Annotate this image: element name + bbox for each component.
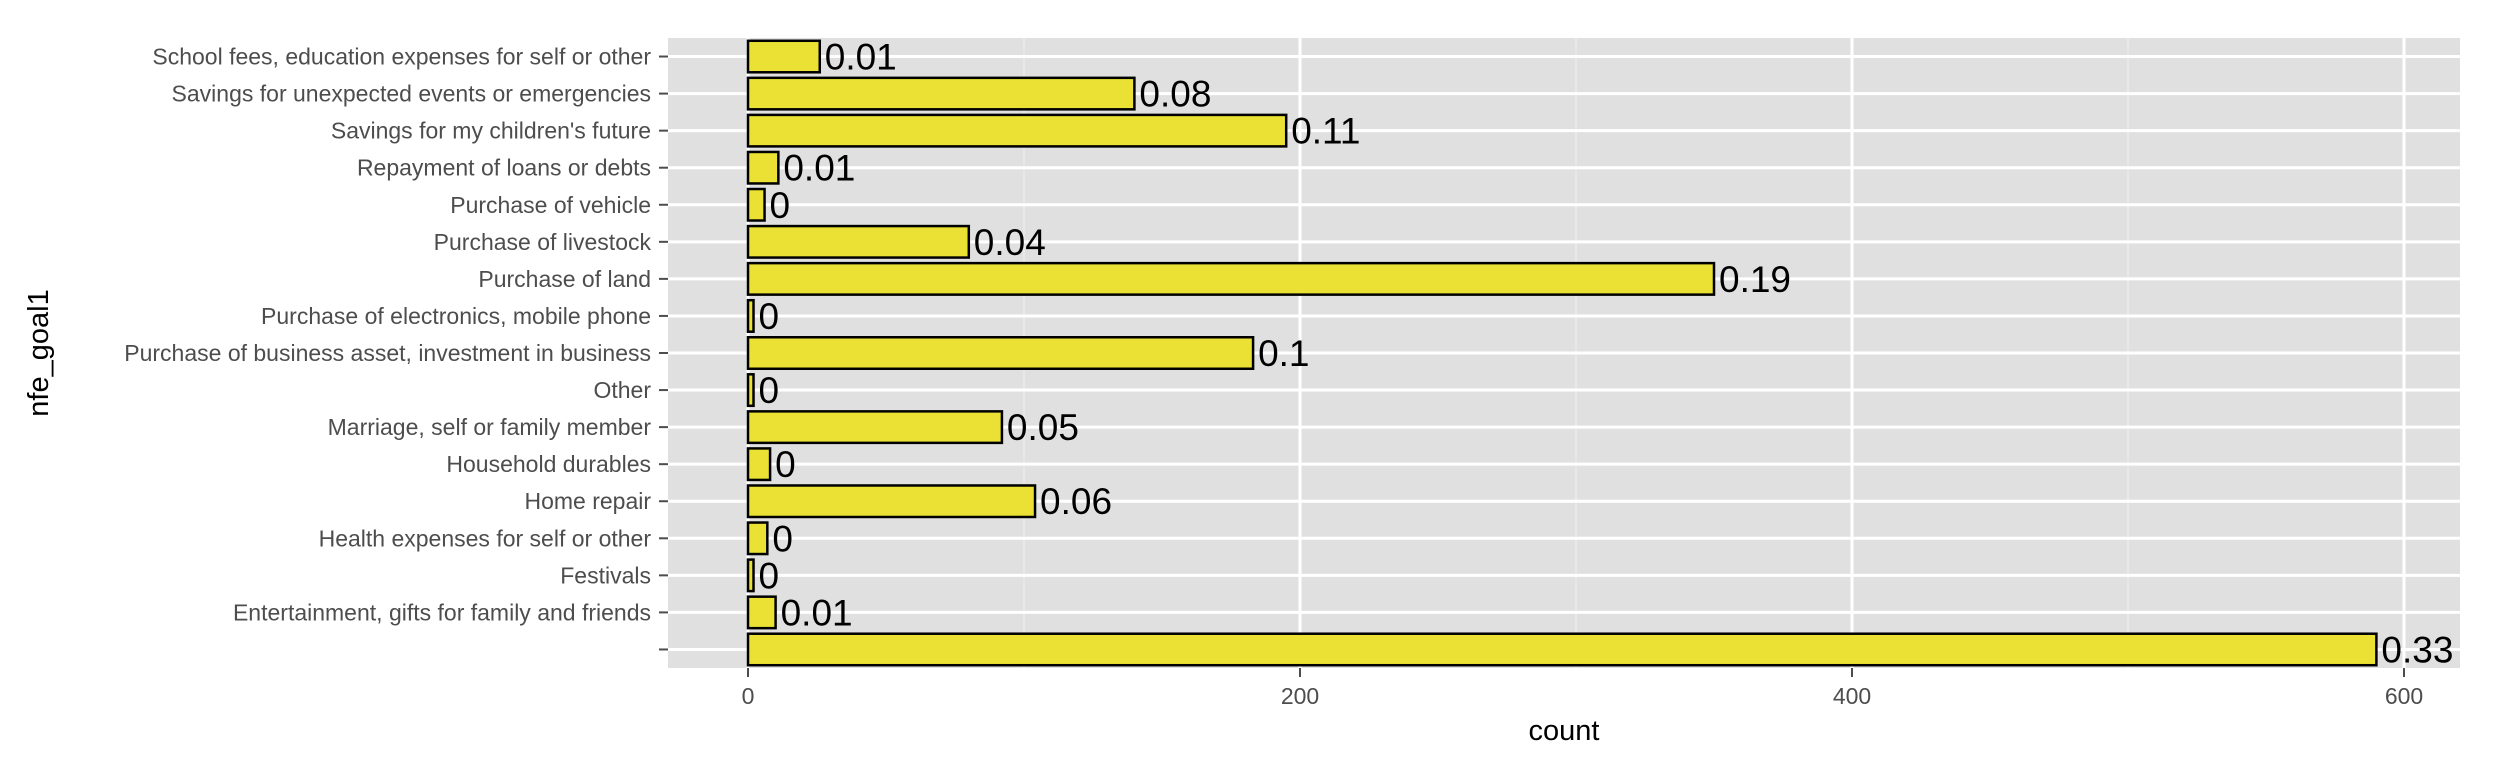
bar-value-label: 0.19 bbox=[1719, 259, 1791, 300]
bar bbox=[746, 113, 1288, 148]
y-tick-label: Other bbox=[593, 377, 651, 403]
bar-value-label: 0.01 bbox=[825, 37, 897, 78]
bar bbox=[746, 39, 822, 74]
bar-value-label: 0 bbox=[772, 518, 793, 559]
bar-value-label: 0.08 bbox=[1139, 74, 1211, 115]
x-axis: 0 200 400 600 bbox=[742, 668, 2423, 709]
bar-value-label: 0.1 bbox=[1258, 333, 1309, 374]
y-tick-label: Purchase of livestock bbox=[434, 229, 652, 255]
x-tick-label: 400 bbox=[1833, 683, 1871, 709]
y-tick-label: Repayment of loans or debts bbox=[357, 155, 651, 181]
y-tick-label: Health expenses for self or other bbox=[319, 525, 652, 551]
y-tick-label: Home repair bbox=[524, 488, 651, 514]
bars bbox=[746, 39, 2378, 667]
bar bbox=[746, 632, 2378, 667]
y-axis: School fees, education expenses for self… bbox=[124, 44, 668, 651]
y-tick-label: Purchase of land bbox=[478, 266, 651, 292]
bar bbox=[746, 484, 1037, 519]
y-tick-label: School fees, education expenses for self… bbox=[152, 44, 651, 70]
x-tick-label: 200 bbox=[1281, 683, 1319, 709]
bar bbox=[746, 187, 766, 222]
y-tick-label: Savings for unexpected events or emergen… bbox=[172, 81, 651, 107]
bar-value-label: 0.11 bbox=[1291, 111, 1360, 152]
bar-value-label: 0 bbox=[759, 555, 780, 596]
bar-value-label: 0 bbox=[759, 296, 780, 337]
y-axis-title: nfe_goal1 bbox=[23, 289, 55, 416]
bar bbox=[746, 224, 971, 259]
y-tick-label: Festivals bbox=[560, 562, 651, 588]
y-tick-label: Marriage, self or family member bbox=[328, 414, 652, 440]
bar bbox=[746, 150, 780, 185]
x-axis-title: count bbox=[1529, 715, 1600, 747]
bar-value-label: 0 bbox=[775, 444, 796, 485]
bar-value-label: 0.01 bbox=[783, 148, 855, 189]
x-tick-label: 600 bbox=[2385, 683, 2423, 709]
bar bbox=[746, 558, 755, 593]
bar-value-label: 0 bbox=[759, 370, 780, 411]
data-labels: 0.010.080.110.0100.040.1900.100.0500.060… bbox=[759, 37, 2454, 671]
bar bbox=[746, 595, 777, 630]
y-tick-label: Purchase of business asset, investment i… bbox=[124, 340, 651, 366]
y-tick-label: Purchase of electronics, mobile phone bbox=[261, 303, 651, 329]
y-tick-label: Savings for my children's future bbox=[331, 118, 651, 144]
bar-value-label: 0.05 bbox=[1007, 407, 1079, 448]
bar-value-label: 0.01 bbox=[781, 592, 853, 633]
bar bbox=[746, 76, 1136, 111]
bar bbox=[746, 298, 755, 333]
bar-value-label: 0 bbox=[770, 185, 791, 226]
bar bbox=[746, 410, 1004, 445]
bar-value-label: 0.04 bbox=[974, 222, 1046, 263]
y-tick-label: Entertainment, gifts for family and frie… bbox=[233, 599, 651, 625]
bar bbox=[746, 521, 769, 556]
bar-value-label: 0.33 bbox=[2381, 629, 2453, 670]
y-tick-label: Household durables bbox=[446, 451, 651, 477]
y-tick-label: Purchase of vehicle bbox=[450, 192, 651, 218]
bar bbox=[746, 447, 772, 482]
bar bbox=[746, 336, 1255, 370]
bar-value-label: 0.06 bbox=[1040, 481, 1112, 522]
x-tick-label: 0 bbox=[742, 683, 755, 709]
bar bbox=[746, 373, 755, 408]
bar bbox=[746, 261, 1716, 296]
